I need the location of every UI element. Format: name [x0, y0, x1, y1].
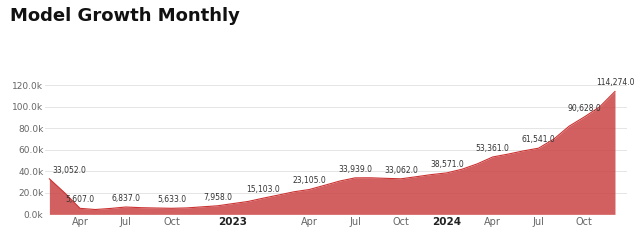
Text: Model Growth Monthly: Model Growth Monthly — [10, 7, 239, 25]
Text: 61,541.0: 61,541.0 — [522, 135, 556, 144]
Text: 23,105.0: 23,105.0 — [292, 176, 326, 185]
Text: 90,628.0: 90,628.0 — [568, 104, 601, 113]
Text: 7,958.0: 7,958.0 — [203, 193, 232, 202]
Text: 114,274.0: 114,274.0 — [596, 78, 634, 87]
Text: 33,939.0: 33,939.0 — [338, 165, 372, 174]
Text: 5,607.0: 5,607.0 — [65, 195, 95, 204]
Text: 33,062.0: 33,062.0 — [384, 166, 418, 175]
Text: 5,633.0: 5,633.0 — [157, 195, 186, 204]
Text: 33,052.0: 33,052.0 — [52, 166, 86, 175]
Text: 15,103.0: 15,103.0 — [246, 185, 280, 194]
Text: 6,837.0: 6,837.0 — [111, 194, 140, 203]
Text: 53,361.0: 53,361.0 — [476, 144, 509, 153]
Text: 38,571.0: 38,571.0 — [430, 160, 464, 169]
